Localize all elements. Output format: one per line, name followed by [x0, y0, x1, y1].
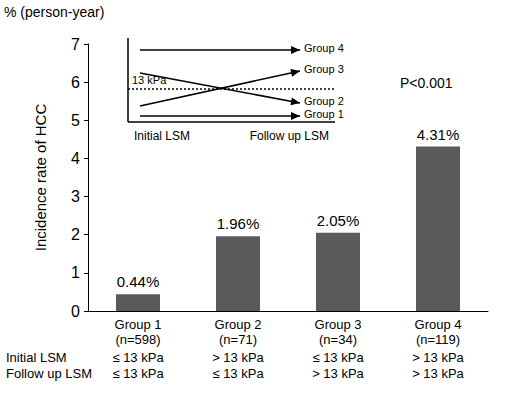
svg-text:13 kPa: 13 kPa	[132, 74, 167, 86]
svg-text:Group 3: Group 3	[315, 317, 362, 332]
svg-text:> 13 kPa: > 13 kPa	[412, 350, 464, 365]
svg-text:Follow up LSM: Follow up LSM	[6, 366, 92, 381]
svg-text:Follow up LSM: Follow up LSM	[250, 129, 329, 143]
svg-text:3: 3	[71, 188, 80, 205]
svg-text:> 13 kPa: > 13 kPa	[312, 366, 364, 381]
svg-text:1: 1	[71, 264, 80, 281]
svg-text:7: 7	[71, 36, 80, 53]
svg-text:4.31%: 4.31%	[417, 126, 460, 143]
svg-text:Group 4: Group 4	[304, 42, 344, 54]
svg-text:Group 4: Group 4	[415, 317, 462, 332]
svg-text:(n=598): (n=598)	[115, 332, 160, 347]
svg-text:2: 2	[71, 226, 80, 243]
svg-text:Group 2: Group 2	[304, 95, 344, 107]
svg-text:% (person-year): % (person-year)	[4, 4, 104, 20]
svg-text:≤ 13 kPa: ≤ 13 kPa	[112, 350, 164, 365]
svg-text:0.44%: 0.44%	[117, 273, 160, 290]
svg-text:(n=34): (n=34)	[319, 332, 357, 347]
svg-text:1.96%: 1.96%	[217, 215, 260, 232]
svg-text:0: 0	[71, 303, 80, 320]
svg-text:Group 3: Group 3	[304, 63, 344, 75]
svg-text:4: 4	[71, 150, 80, 167]
svg-text:Initial LSM: Initial LSM	[6, 350, 67, 365]
svg-text:5: 5	[71, 112, 80, 129]
svg-text:≤ 13 kPa: ≤ 13 kPa	[112, 366, 164, 381]
svg-text:2.05%: 2.05%	[317, 212, 360, 229]
svg-text:> 13 kPa: > 13 kPa	[212, 350, 264, 365]
svg-text:Initial LSM: Initial LSM	[134, 129, 190, 143]
svg-text:Group 2: Group 2	[215, 317, 262, 332]
svg-text:6: 6	[71, 74, 80, 91]
svg-text:≤ 13 kPa: ≤ 13 kPa	[212, 366, 264, 381]
svg-text:≤ 13 kPa: ≤ 13 kPa	[312, 350, 364, 365]
svg-text:Group 1: Group 1	[304, 108, 344, 120]
svg-text:> 13 kPa: > 13 kPa	[412, 366, 464, 381]
svg-text:Group 1: Group 1	[115, 317, 162, 332]
svg-text:P<0.001: P<0.001	[400, 75, 453, 91]
svg-text:(n=119): (n=119)	[416, 332, 460, 347]
svg-text:(n=71): (n=71)	[219, 332, 257, 347]
svg-text:Incidence rate of HCC: Incidence rate of HCC	[32, 104, 49, 252]
